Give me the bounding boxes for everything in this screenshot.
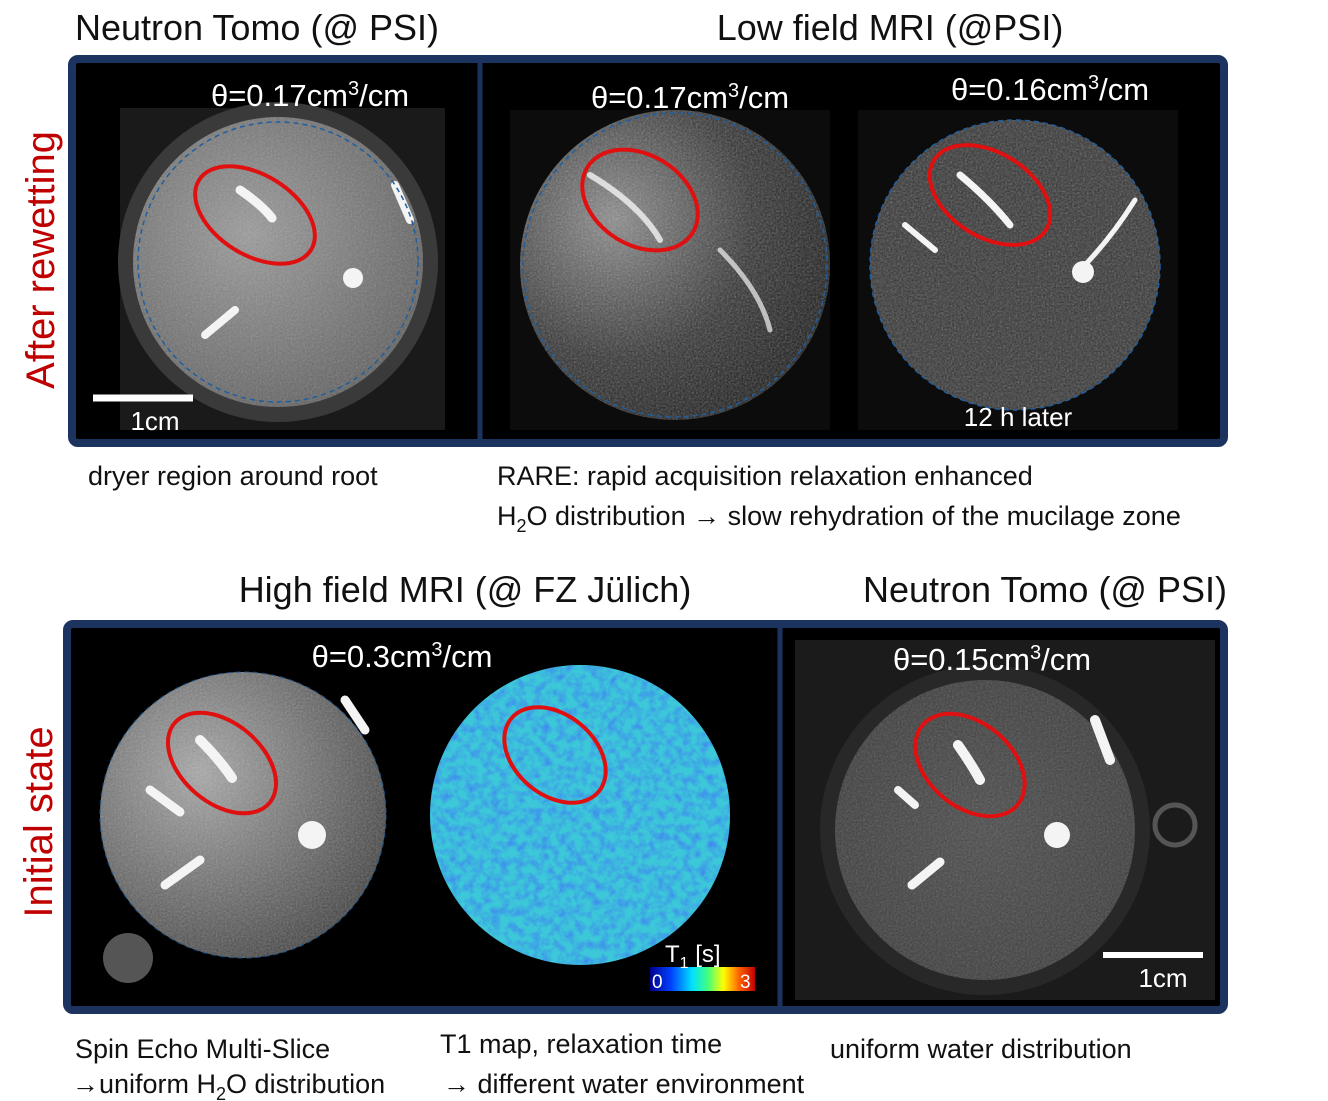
scale-bar-label: 1cm	[130, 406, 179, 436]
caption: dryer region around root	[88, 461, 378, 491]
label-text: θ=0.17cm	[591, 80, 728, 115]
heading: High field MRI (@ FZ Jülich)	[239, 569, 692, 610]
water-content-label: θ=0.17cm3/cm	[591, 80, 789, 115]
superscript: 3	[1088, 72, 1099, 94]
root-cross-section	[1044, 822, 1070, 848]
caption-text: O distribution	[226, 1069, 385, 1099]
subscript: 2	[517, 516, 527, 536]
root-cross-section	[1072, 261, 1094, 283]
colorbar-max: 3	[740, 972, 751, 993]
t1-map-texture	[430, 665, 730, 965]
colorbar-min: 0	[652, 972, 663, 993]
figure: Neutron Tomo (@ PSI) Low field MRI (@PSI…	[0, 0, 1328, 1101]
label-text: θ=0.16cm	[951, 72, 1088, 107]
root-cross-section	[298, 821, 326, 849]
superscript: 3	[431, 639, 442, 661]
label-text: /cm	[442, 639, 492, 674]
caption: →uniform H2O distribution	[72, 1069, 385, 1101]
water-content-label: θ=0.17cm3/cm	[211, 78, 409, 113]
caption: → different water environment	[443, 1069, 805, 1099]
caption: RARE: rapid acquisition relaxation enhan…	[497, 461, 1033, 491]
caption-text: H	[497, 501, 517, 531]
label-text: θ=0.15cm	[893, 642, 1030, 677]
caption: T1 map, relaxation time	[440, 1029, 722, 1059]
caption: H2O distribution → slow rehydration of t…	[497, 501, 1181, 536]
label-text: θ=0.3cm	[312, 639, 432, 674]
reference-sample	[103, 933, 153, 983]
row-label: After rewetting	[19, 131, 63, 389]
heading: Low field MRI (@PSI)	[717, 7, 1064, 48]
heading: Neutron Tomo (@ PSI)	[75, 7, 439, 48]
caption-text: O distribution → slow rehydration of the…	[527, 501, 1181, 531]
superscript: 3	[728, 80, 739, 102]
scale-bar-label: 1cm	[1138, 963, 1187, 993]
water-content-label: θ=0.15cm3/cm	[893, 642, 1091, 677]
label-text: /cm	[1099, 72, 1149, 107]
colorbar-label-text: [s]	[689, 941, 721, 968]
colorbar-label-text: T	[665, 941, 680, 968]
row-label: Initial state	[17, 726, 61, 917]
superscript: 3	[1030, 642, 1041, 664]
label-text: /cm	[359, 78, 409, 113]
caption-text: →uniform H	[72, 1069, 216, 1099]
root-cross-section	[343, 268, 363, 288]
time-note: 12 h later	[964, 402, 1073, 432]
image-noise	[520, 110, 830, 420]
page: Neutron Tomo (@ PSI) Low field MRI (@PSI…	[0, 0, 1328, 1101]
colorbar-label: T1 [s]	[665, 941, 721, 972]
caption: Spin Echo Multi-Slice	[75, 1034, 330, 1064]
label-text: /cm	[739, 80, 789, 115]
label-text: /cm	[1041, 642, 1091, 677]
water-content-label: θ=0.3cm3/cm	[312, 639, 493, 674]
heading: Neutron Tomo (@ PSI)	[863, 569, 1227, 610]
subscript: 2	[216, 1084, 226, 1101]
subscript: 1	[680, 955, 689, 972]
label-text: θ=0.17cm	[211, 78, 348, 113]
superscript: 3	[348, 78, 359, 100]
caption: uniform water distribution	[830, 1034, 1132, 1064]
water-content-label: θ=0.16cm3/cm	[951, 72, 1149, 107]
